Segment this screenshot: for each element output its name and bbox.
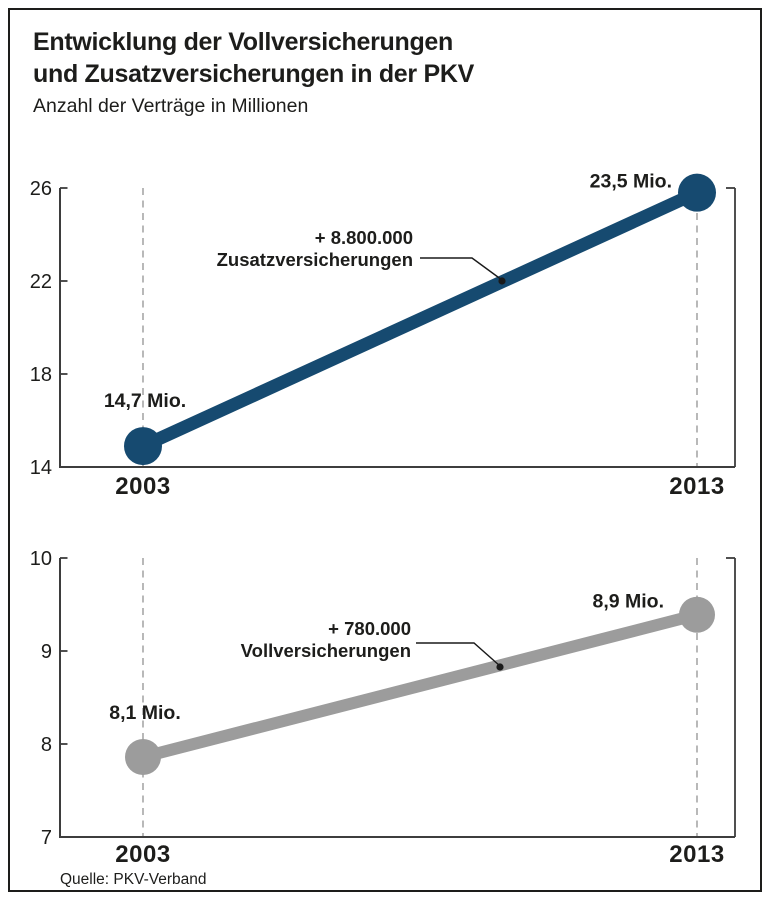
chart-title-line-1: Entwicklung der Vollversicherungen	[33, 28, 453, 56]
annotation-series: Zusatzversicherungen	[217, 249, 413, 270]
y-tick-label-10: 10	[30, 548, 52, 570]
point-label-2003: 8,1 Mio.	[109, 702, 181, 724]
chart-zusatzversicherungen: 26 22 18 14 2003 2013 14,7 Mio. 23,5 Mio. + 8.80…	[30, 171, 736, 500]
y-tick-label-22: 22	[30, 271, 52, 293]
source-note: Quelle: PKV-Verband	[60, 871, 207, 888]
data-point-2003	[124, 427, 162, 466]
point-label-2013: 23,5 Mio.	[590, 171, 672, 193]
data-line-vollversicherungen	[141, 608, 699, 763]
annotation-leader-dot	[496, 663, 504, 671]
annotation-leader-line	[416, 642, 501, 667]
y-tick-label-14: 14	[30, 457, 52, 479]
x-label-2013: 2013	[669, 473, 724, 500]
data-point-2013	[679, 596, 715, 633]
annotation-delta: + 8.800.000	[315, 227, 413, 248]
chart-title-line-2: und Zusatzversicherungen in der PKV	[33, 60, 474, 88]
chart-vollversicherungen: 10 9 8 7 2003 2013 8,1 Mio. 8,9 Mio. + 780.000Vo…	[30, 548, 736, 868]
y-tick-label-9: 9	[41, 641, 52, 663]
data-point-2003	[125, 739, 161, 776]
border-frame	[8, 8, 762, 892]
x-label-2013: 2013	[669, 841, 724, 868]
annotation-leader-line	[420, 257, 503, 281]
point-label-2003: 14,7 Mio.	[104, 390, 186, 412]
data-line-zusatzversicherungen	[140, 186, 700, 452]
chart-subtitle: Anzahl der Verträge in Millionen	[33, 95, 309, 117]
y-tick-label-18: 18	[30, 364, 52, 386]
x-label-2003: 2003	[115, 473, 170, 500]
point-label-2013: 8,9 Mio.	[592, 591, 664, 613]
y-tick-label-26: 26	[30, 178, 52, 200]
annotation-leader-dot	[498, 277, 506, 285]
annotation-delta: + 780.000	[328, 618, 411, 639]
x-label-2003: 2003	[115, 841, 170, 868]
y-tick-label-7: 7	[41, 827, 52, 849]
annotation-series: Vollversicherungen	[241, 640, 411, 661]
data-point-2013	[678, 173, 716, 212]
y-tick-label-8: 8	[41, 734, 52, 756]
